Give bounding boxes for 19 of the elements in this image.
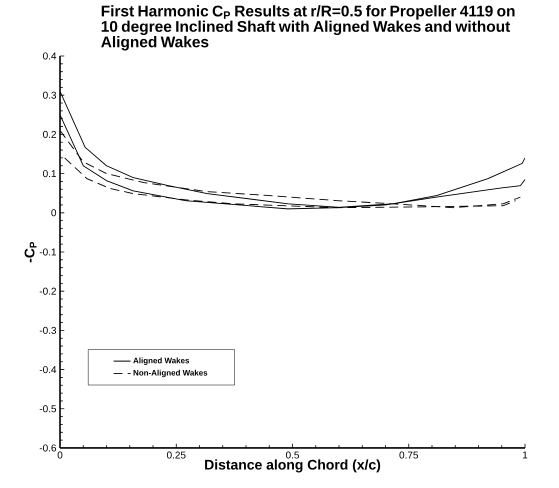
y-tick-label: 0.4 xyxy=(43,52,56,60)
y-tick-label: -0.6 xyxy=(40,444,56,452)
x-tick-label: 0 xyxy=(58,452,62,459)
x-tick-label: 0.5 xyxy=(286,452,300,459)
x-tick-label: 1 xyxy=(523,452,528,458)
y-tick-label: -0.3 xyxy=(40,326,56,334)
y-tick-label: 0 xyxy=(51,209,56,216)
y-tick-label: -0.4 xyxy=(40,366,56,374)
y-tick-label: -0.5 xyxy=(40,405,56,412)
y-tick-label: 0.3 xyxy=(43,92,56,99)
x-tick-label: 0.25 xyxy=(166,452,186,459)
y-tick-label: -0.1 xyxy=(40,248,56,256)
y-tick-label: 0.2 xyxy=(43,130,56,138)
x-axis-title: Distance along Chord (x/c) xyxy=(205,459,380,472)
y-tick-label: 0.1 xyxy=(43,170,56,178)
x-tick-label: 0.75 xyxy=(399,452,418,459)
y-tick-label: -0.2 xyxy=(40,288,56,295)
y-axis-title: -C$_{P}$ xyxy=(24,242,36,262)
chart-title: First Harmonic C$_{P}$ Results at r/R=0.5 for Propeller 4119 on 10 degree Inclined Shaft with Aligned Wakes and without Aligned Wakes xyxy=(101,5,515,50)
